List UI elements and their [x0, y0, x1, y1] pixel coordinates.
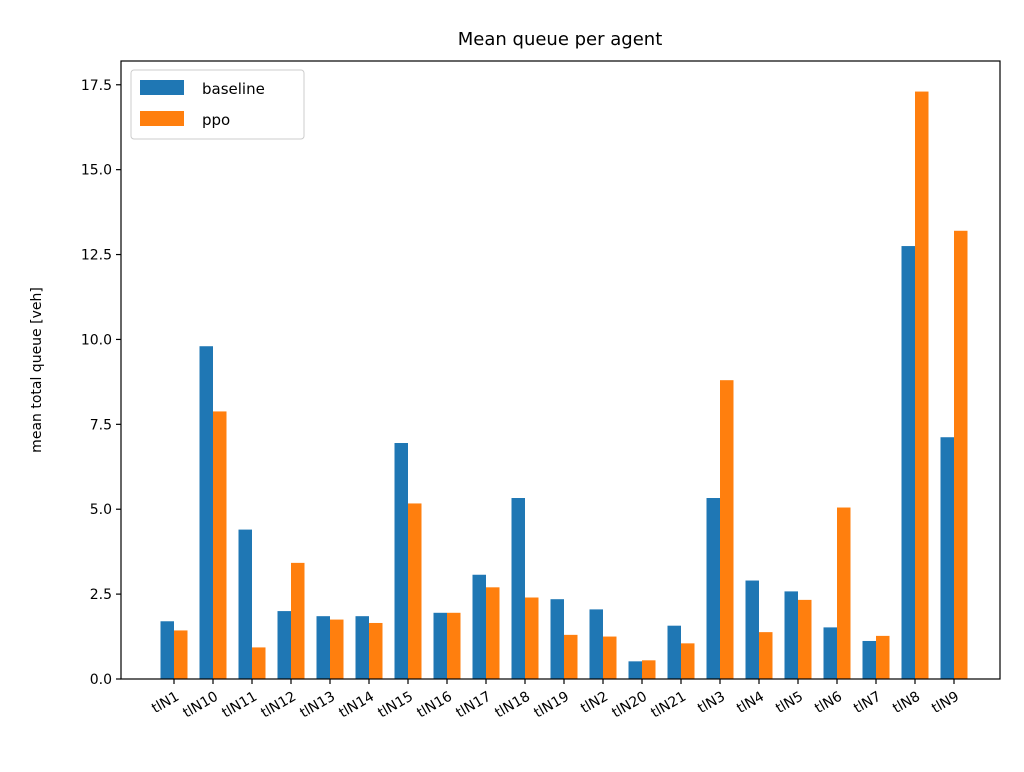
bar-baseline-tlN16: [433, 612, 447, 679]
bar-ppo-tlN13: [330, 619, 344, 679]
bar-ppo-tlN7: [876, 635, 890, 679]
y-tick-label: 7.5: [90, 417, 112, 433]
bar-baseline-tlN6: [823, 627, 837, 679]
bar-ppo-tlN2: [603, 636, 617, 679]
y-axis-label: mean total queue [veh]: [29, 287, 45, 453]
bar-ppo-tlN19: [564, 634, 578, 679]
chart-title: Mean queue per agent: [458, 29, 663, 50]
bar-baseline-tlN15: [394, 443, 408, 679]
bar-ppo-tlN21: [681, 643, 695, 679]
y-tick-label: 5.0: [90, 502, 112, 518]
bar-baseline-tlN12: [277, 611, 291, 679]
bar-baseline-tlN11: [238, 529, 252, 679]
bar-ppo-tlN16: [447, 612, 461, 679]
y-tick-label: 12.5: [81, 248, 112, 264]
legend-swatch-baseline: [140, 80, 184, 95]
legend-label-ppo: ppo: [202, 111, 230, 129]
bar-ppo-tlN15: [408, 503, 422, 679]
bar-baseline-tlN8: [901, 246, 915, 679]
bar-ppo-tlN18: [525, 597, 539, 679]
bar-ppo-tlN14: [369, 622, 383, 679]
bar-baseline-tlN5: [784, 591, 798, 679]
bar-baseline-tlN9: [940, 437, 954, 679]
bar-ppo-tlN20: [642, 660, 656, 679]
bar-baseline-tlN19: [550, 599, 564, 679]
bar-ppo-tlN12: [291, 562, 305, 679]
bar-ppo-tlN8: [915, 91, 929, 679]
bar-ppo-tlN6: [837, 507, 851, 679]
legend: baseline ppo: [130, 69, 305, 140]
legend-swatch-ppo: [140, 111, 184, 126]
bar-baseline-tlN10: [199, 346, 213, 679]
bar-baseline-tlN20: [628, 661, 642, 679]
bar-baseline-tlN14: [355, 616, 369, 679]
bar-baseline-tlN3: [706, 498, 720, 679]
y-tick-label: 17.5: [81, 78, 112, 94]
bar-baseline-tlN17: [472, 574, 486, 679]
y-tick-label: 15.0: [81, 163, 112, 179]
y-tick-label: 0.0: [90, 672, 112, 688]
bar-baseline-tlN7: [862, 640, 876, 679]
legend-label-baseline: baseline: [202, 80, 265, 98]
bar-ppo-tlN17: [486, 587, 500, 679]
bar-ppo-tlN9: [954, 230, 968, 679]
y-tick-label: 10.0: [81, 332, 112, 348]
bar-baseline-tlN4: [745, 580, 759, 679]
bar-baseline-tlN1: [160, 621, 174, 679]
bar-ppo-tlN10: [213, 411, 227, 679]
bar-baseline-tlN2: [589, 609, 603, 679]
bar-baseline-tlN21: [667, 625, 681, 679]
bar-ppo-tlN3: [720, 380, 734, 679]
bars-layer: [160, 91, 968, 679]
bar-ppo-tlN4: [759, 632, 773, 679]
bar-ppo-tlN11: [252, 647, 266, 679]
y-tick-label: 2.5: [90, 587, 112, 603]
bar-ppo-tlN1: [174, 630, 188, 679]
plot-frame: [120, 60, 1001, 680]
bar-baseline-tlN18: [511, 498, 525, 679]
bar-baseline-tlN13: [316, 616, 330, 679]
bar-ppo-tlN5: [798, 599, 812, 679]
